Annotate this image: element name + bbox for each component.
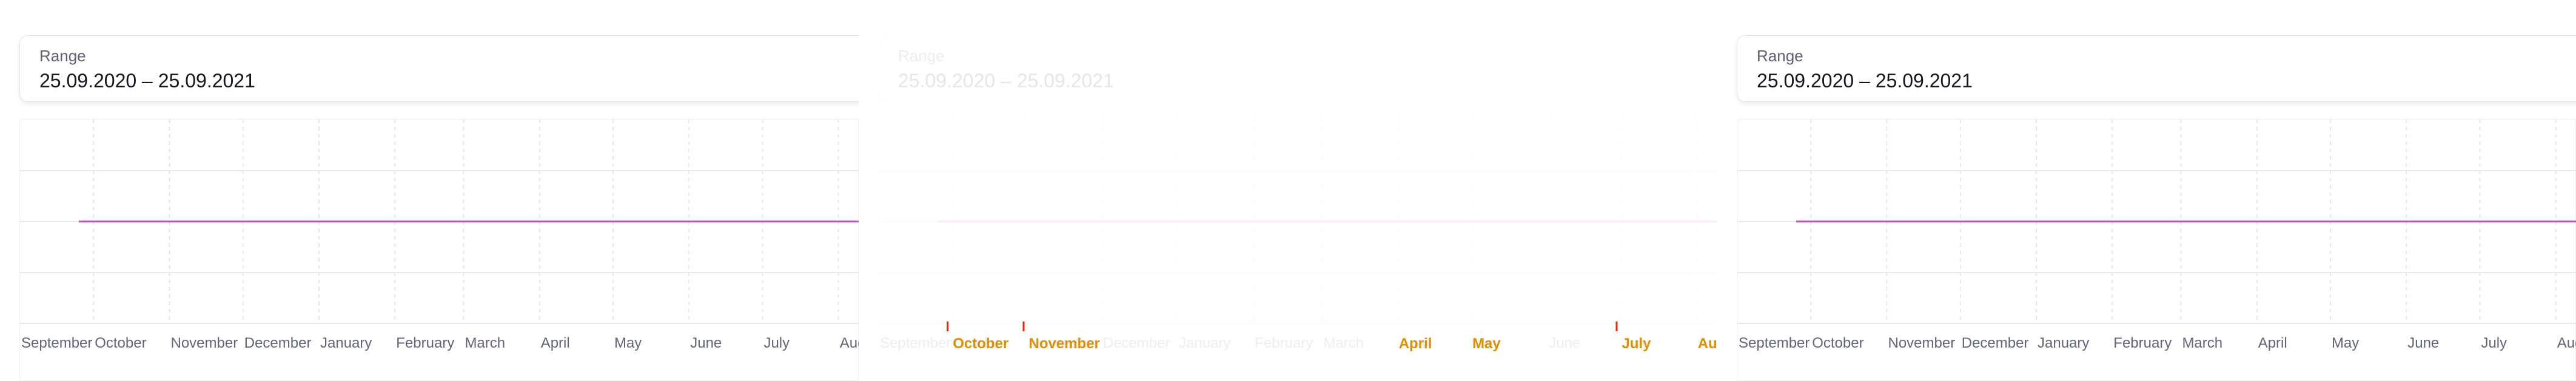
x-tick-label: September: [1739, 335, 1810, 351]
x-tick-label: March: [1323, 335, 1364, 351]
x-tick-label: January: [320, 335, 372, 351]
range-value: 25.09.2020 – 25.09.2021: [39, 70, 255, 92]
x-tick-label: November: [1030, 335, 1097, 351]
x-tick-label: July: [1622, 335, 1648, 351]
x-tick-label: June: [690, 335, 722, 351]
x-tick-label: April: [541, 335, 570, 351]
x-tick-label: December: [1962, 335, 2029, 351]
range-value: 25.09.2020 – 25.09.2021: [898, 70, 1114, 92]
x-tick-label: May: [614, 335, 642, 351]
x-tick-label: July: [2481, 335, 2507, 351]
highlighted-tick-label: July: [1622, 335, 1651, 352]
x-tick-label: September: [21, 335, 92, 351]
chart-panel-1: Range 25.09.2020 – 25.09.2021 September O…: [0, 0, 859, 381]
x-tick-label: November: [1888, 335, 1956, 351]
x-tick-label: August: [2557, 335, 2576, 351]
x-tick-label: May: [2332, 335, 2359, 351]
range-card[interactable]: Range 25.09.2020 – 25.09.2021: [19, 35, 859, 102]
x-tick-label: October: [953, 335, 1005, 351]
x-tick-label: March: [2182, 335, 2222, 351]
highlighted-ticks-overlay: October November April May July Au: [947, 322, 1717, 352]
x-tick-label: May: [1473, 335, 1500, 351]
x-tick-label: January: [2038, 335, 2089, 351]
chart-panel-3: Range 25.09.2020 – 25.09.2021 September O…: [1717, 0, 2576, 381]
selection-marker: [1022, 322, 1025, 331]
highlighted-tick-label: October: [953, 335, 1008, 352]
range-label: Range: [1757, 47, 1803, 65]
line-chart-svg: September October November December January F…: [1737, 120, 2576, 351]
x-tick-label: July: [763, 335, 790, 351]
x-tick-label: April: [2258, 335, 2287, 351]
line-chart-svg: September October November December January F…: [879, 120, 1717, 351]
range-value: 25.09.2020 – 25.09.2021: [1757, 70, 1973, 92]
range-card-faded[interactable]: Range 25.09.2020 – 25.09.2021: [878, 35, 1717, 102]
highlighted-tick-label: May: [1472, 335, 1501, 352]
highlighted-tick-label: November: [1029, 335, 1100, 352]
range-label: Range: [898, 47, 945, 65]
range-label: Range: [39, 47, 86, 65]
x-tick-label: June: [2407, 335, 2439, 351]
chart-panel-2: Range 25.09.2020 – 25.09.2021 September O…: [859, 0, 1717, 381]
x-tick-label: February: [2113, 335, 2172, 351]
range-card[interactable]: Range 25.09.2020 – 25.09.2021: [1737, 35, 2576, 102]
x-tick-label: December: [1103, 335, 1170, 351]
line-chart-faded: September October November December January F…: [878, 119, 1717, 381]
x-tick-label: February: [396, 335, 454, 351]
line-chart: September October November December January F…: [19, 119, 859, 381]
selection-marker: [1615, 322, 1618, 331]
x-tick-label: August: [840, 335, 859, 351]
highlighted-tick-label: Au: [1698, 335, 1717, 352]
highlighted-tick-label: April: [1399, 335, 1432, 352]
line-chart-svg: September October November December January F…: [20, 120, 859, 351]
selection-marker: [947, 322, 949, 331]
x-tick-label: September: [880, 335, 951, 351]
x-tick-label: December: [244, 335, 312, 351]
x-tick-label: November: [171, 335, 238, 351]
x-tick-label: March: [465, 335, 505, 351]
x-tick-label: October: [95, 335, 146, 351]
x-tick-label: February: [1255, 335, 1313, 351]
line-chart: September October November December January F…: [1737, 119, 2576, 381]
x-tick-label: August: [1699, 335, 1717, 351]
x-tick-label: January: [1179, 335, 1230, 351]
x-tick-label: June: [1549, 335, 1580, 351]
x-tick-label: April: [1400, 335, 1429, 351]
x-tick-label: October: [1812, 335, 1863, 351]
